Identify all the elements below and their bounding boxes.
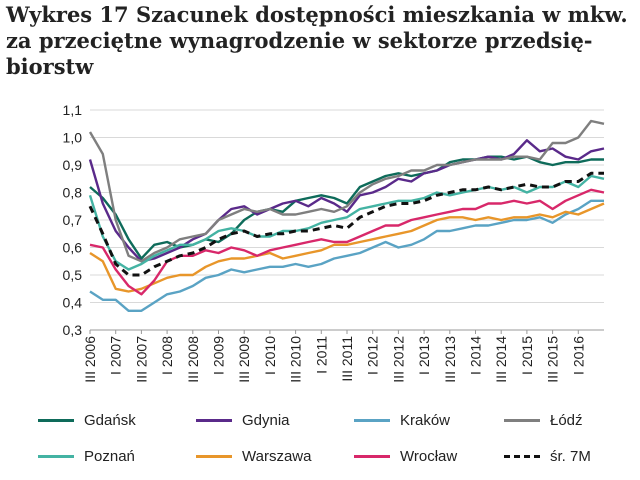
x-tick-label: III 2009 <box>236 336 252 383</box>
x-tick-label: I 2010 <box>262 336 278 375</box>
y-tick-label: 0,9 <box>63 157 83 173</box>
x-tick-label: III 2007 <box>133 336 149 383</box>
series-line-3 <box>89 199 604 312</box>
y-tick-label: 0,4 <box>63 295 83 311</box>
chart-title-line: za przeciętne wynagrodzenie w sektorze p… <box>6 28 593 53</box>
series-line-4 <box>88 119 605 263</box>
legend-item: Wrocław <box>354 444 457 468</box>
legend-swatch <box>196 454 232 458</box>
chart-legend: Gdańsk Gdynia Kraków Łódź Poznań Warszawa Wroc… <box>38 408 638 476</box>
chart-title-line: Wykres 17 Szacunek dostępności mieszkani… <box>6 2 628 27</box>
legend-item: Łódź <box>504 408 583 432</box>
legend-item: śr. 7M <box>504 444 591 468</box>
x-tick-label: III 2010 <box>288 336 304 383</box>
x-tick-label: I 2011 <box>313 336 329 374</box>
series-line-7 <box>89 188 605 296</box>
y-tick-label: 1,0 <box>63 130 83 146</box>
legend-item: Poznań <box>38 444 135 468</box>
legend-label: Łódź <box>550 411 583 429</box>
x-tick-label: III 2011 <box>339 336 355 382</box>
x-tick-label: III 2014 <box>493 336 509 383</box>
chart-title-line: biorstw <box>6 54 94 79</box>
x-tick-label: III 2015 <box>545 336 561 383</box>
y-tick-label: 0,7 <box>63 212 83 228</box>
chart-title: Wykres 17 Szacunek dostępności mieszkani… <box>6 2 634 80</box>
legend-swatch <box>38 454 74 458</box>
series-line-5 <box>88 174 605 271</box>
x-tick-label: III 2008 <box>185 336 201 383</box>
legend-item: Gdańsk <box>38 408 136 432</box>
x-tick-label: I 2014 <box>468 336 484 375</box>
legend-label: Gdańsk <box>84 411 136 429</box>
x-tick-label: I 2008 <box>159 336 175 375</box>
legend-item: Warszawa <box>196 444 311 468</box>
legend-swatch <box>38 418 74 422</box>
x-tick-label: III 2012 <box>390 336 406 383</box>
legend-swatch <box>354 454 390 458</box>
x-tick-label: I 2016 <box>570 336 586 375</box>
series-line-6 <box>89 202 605 293</box>
y-tick-label: 0,8 <box>63 185 83 201</box>
x-tick-label: I 2009 <box>211 336 227 375</box>
legend-label: Warszawa <box>242 447 312 465</box>
legend-item: Kraków <box>354 408 450 432</box>
legend-label: Kraków <box>400 411 451 429</box>
series-line-2 <box>88 139 605 263</box>
y-tick-label: 0,3 <box>63 322 83 338</box>
x-tick-label: I 2015 <box>519 336 535 375</box>
legend-item: Gdynia <box>196 408 290 432</box>
legend-label: Wrocław <box>400 447 458 465</box>
x-tick-label: I 2013 <box>416 336 432 375</box>
x-tick-label: III 2013 <box>442 336 458 383</box>
y-tick-label: 0,5 <box>63 267 83 283</box>
legend-swatch <box>196 418 232 422</box>
x-tick-label: III 2006 <box>82 336 98 383</box>
y-tick-label: 1,1 <box>63 102 83 118</box>
legend-swatch <box>504 454 540 458</box>
y-tick-label: 0,6 <box>63 240 83 256</box>
series-line-8 <box>88 171 604 277</box>
legend-swatch <box>504 418 540 422</box>
legend-label: Gdynia <box>242 411 290 429</box>
x-tick-label: I 2007 <box>108 336 124 375</box>
legend-label: Poznań <box>84 447 135 465</box>
x-tick-label: I 2012 <box>365 336 381 375</box>
legend-label: śr. 7M <box>550 447 591 465</box>
legend-swatch <box>354 418 390 422</box>
